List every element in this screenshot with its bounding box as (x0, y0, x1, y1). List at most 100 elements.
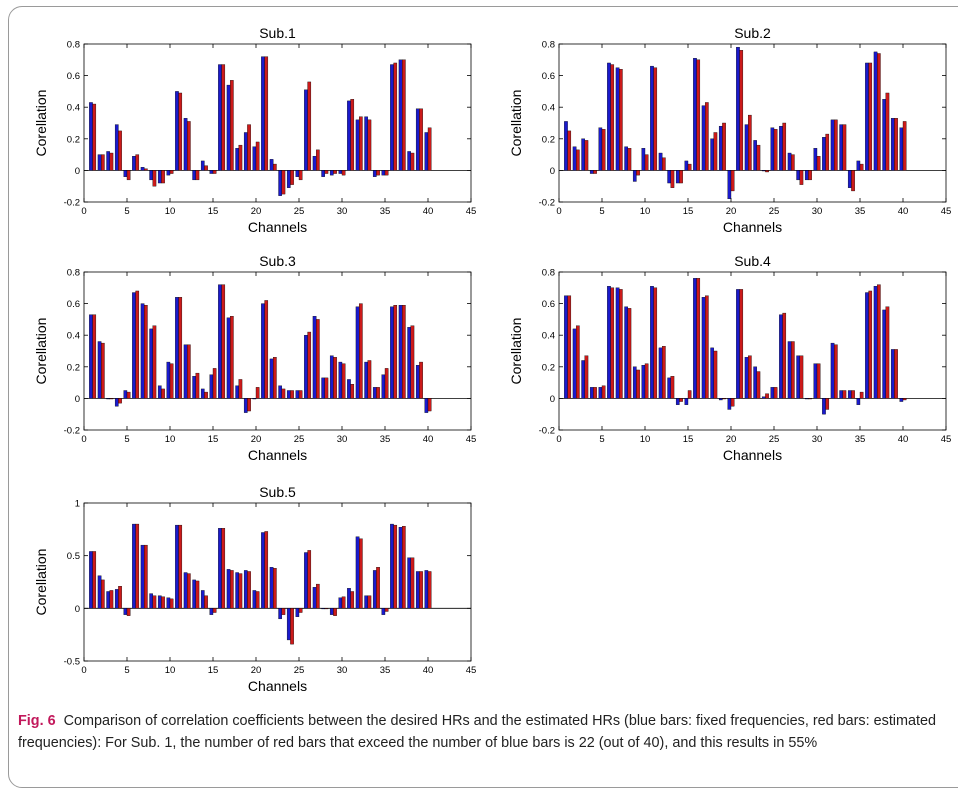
y-tick-label: 0.6 (67, 299, 80, 310)
bar-series1-ch15 (209, 608, 214, 615)
bar-series1-ch3 (581, 360, 585, 399)
bar-series1-ch5 (123, 390, 128, 399)
y-axis-label: Corellation (508, 90, 524, 157)
bar-series2-ch3 (109, 398, 114, 400)
bar-series2-ch22 (748, 114, 752, 171)
bar-series2-ch8 (627, 148, 632, 171)
bar-series1-ch27 (312, 316, 317, 399)
bar-series1-ch2 (97, 575, 102, 609)
bar-series2-ch32 (834, 344, 838, 399)
bar-series2-ch19 (722, 398, 726, 400)
bar-series1-ch31 (347, 100, 351, 171)
y-tick-label: -0.2 (539, 426, 555, 437)
bar-series1-ch1 (89, 551, 93, 609)
bar-series2-ch13 (195, 372, 200, 399)
bar-series2-ch21 (264, 300, 269, 399)
bar-series2-ch18 (238, 379, 243, 399)
bar-series2-ch34 (376, 567, 380, 609)
bar-series1-ch30 (813, 363, 818, 399)
x-tick-label: 25 (769, 434, 780, 445)
bar-series2-ch2 (576, 149, 580, 171)
bar-series1-ch27 (787, 341, 792, 399)
bar-series2-ch1 (92, 103, 97, 171)
bar-series2-ch36 (393, 305, 398, 399)
bar-series2-ch13 (670, 376, 675, 399)
bar-series1-ch28 (321, 608, 325, 610)
x-tick-label: 15 (683, 206, 694, 217)
bar-series1-ch32 (830, 342, 835, 399)
bar-series1-ch12 (658, 152, 663, 171)
bar-series1-ch29 (804, 170, 809, 181)
bar-series2-ch40 (427, 127, 432, 171)
bar-series2-ch20 (255, 141, 260, 171)
bar-series2-ch2 (101, 342, 105, 399)
y-tick-label: 1 (75, 499, 80, 510)
bar-series2-ch9 (161, 388, 165, 399)
bar-series1-ch12 (183, 118, 188, 171)
bar-series1-ch32 (830, 119, 835, 171)
bar-series2-ch28 (799, 355, 804, 399)
bar-series2-ch36 (393, 62, 398, 171)
y-tick-label: 0.8 (542, 40, 555, 51)
bar-series1-ch10 (166, 170, 171, 176)
bar-series2-ch34 (376, 387, 380, 399)
bar-series1-ch19 (243, 132, 248, 171)
bar-series2-ch19 (247, 571, 251, 609)
bar-series1-ch32 (355, 119, 360, 171)
y-tick-label: -0.2 (64, 198, 80, 209)
bar-series1-ch15 (209, 170, 214, 174)
bar-series2-ch11 (653, 67, 658, 171)
bar-series1-ch10 (641, 365, 646, 399)
bar-series1-ch30 (338, 361, 343, 399)
bar-series2-ch8 (152, 170, 157, 187)
bar-series2-ch21 (739, 289, 744, 399)
bar-series2-ch40 (902, 398, 907, 401)
bar-series2-ch18 (713, 132, 718, 171)
bar-series2-ch11 (178, 297, 183, 399)
x-tick-label: 20 (726, 434, 737, 445)
bar-series2-ch1 (567, 130, 572, 171)
bar-series2-ch16 (696, 59, 701, 171)
bar-series2-ch2 (576, 325, 580, 399)
bar-series2-ch40 (902, 121, 907, 171)
bar-series2-ch15 (687, 390, 692, 399)
bar-series1-ch6 (607, 286, 611, 399)
bar-series2-ch12 (662, 346, 666, 399)
bar-series1-ch5 (598, 127, 603, 171)
bar-series1-ch40 (424, 570, 429, 609)
bar-series1-ch17 (226, 569, 231, 609)
bar-series2-ch36 (868, 62, 873, 171)
y-tick-label: -0.5 (64, 657, 80, 668)
bar-series1-ch15 (684, 398, 689, 405)
chart-sub4: -0.200.20.40.60.80 5 10 15 20 25 30 35 40 45Sub.4… (508, 253, 951, 463)
bar-series1-ch11 (175, 91, 179, 171)
bar-series1-ch26 (304, 89, 308, 171)
bar-series1-ch13 (667, 377, 671, 399)
bar-series2-ch37 (877, 53, 881, 171)
bar-series1-ch20 (252, 590, 257, 609)
bar-series2-ch27 (791, 341, 795, 399)
bar-series2-ch16 (696, 278, 701, 399)
bar-series2-ch1 (92, 314, 97, 399)
bar-series1-ch28 (321, 377, 325, 399)
bar-series2-ch37 (402, 305, 406, 399)
bar-series1-ch11 (175, 297, 179, 399)
x-tick-label: 35 (380, 665, 391, 676)
bar-series2-ch30 (341, 363, 346, 399)
bar-series1-ch10 (641, 148, 646, 171)
bar-series1-ch36 (390, 523, 394, 609)
bar-series1-ch23 (278, 608, 282, 620)
y-tick-label: -0.2 (64, 426, 80, 437)
x-tick-label: 5 (599, 206, 604, 217)
bar-series2-ch20 (730, 170, 735, 192)
bar-series1-ch17 (701, 105, 706, 171)
bar-series2-ch30 (816, 156, 821, 171)
bar-series2-ch10 (169, 598, 174, 609)
y-tick-label: 0.8 (67, 268, 80, 279)
y-tick-label: 0.6 (67, 71, 80, 82)
bar-series2-ch11 (178, 524, 183, 609)
bar-series2-ch22 (273, 357, 277, 399)
x-tick-label: 25 (294, 434, 305, 445)
bar-series1-ch16 (693, 278, 697, 399)
bar-series2-ch10 (169, 170, 174, 174)
